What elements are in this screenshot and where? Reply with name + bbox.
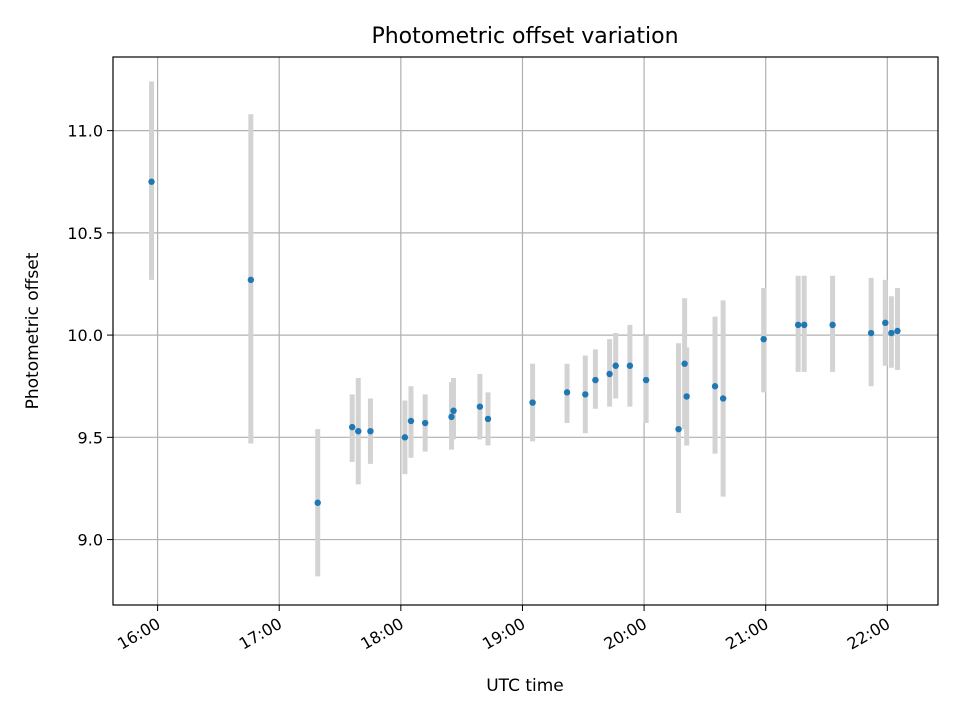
plot-frame [112,56,939,606]
x-tick-label: 20:00 [601,614,650,654]
data-point [582,391,589,398]
data-point [448,413,455,421]
data-point [355,427,362,435]
x-tick-label: 16:00 [114,614,163,654]
data-point [367,427,374,435]
data-point [148,178,155,185]
data-point [801,321,808,329]
data-point [794,321,802,329]
data-point [401,434,409,441]
y-axis-ticks: 9.0 9.5 10.0 10.5 11.0 [67,122,113,550]
data-point [829,321,836,329]
x-tick-label: 19:00 [479,614,528,654]
y-tick-label: 11.0 [67,122,103,141]
data-point [612,362,619,369]
data-point [484,415,492,423]
data-point [476,403,484,410]
data-point [882,319,889,327]
data-point [888,329,895,337]
data-point [675,425,682,433]
y-axis-label: Photometric offset [23,252,43,409]
data-point [450,407,457,414]
x-tick-label: 18:00 [357,614,406,654]
chart-title: Photometric offset variation [371,24,678,49]
y-tick-label: 9.0 [78,531,103,550]
data-points [148,178,901,506]
data-point [894,327,901,335]
y-tick-label: 10.5 [67,224,103,243]
data-point [683,393,690,400]
grid [113,57,938,605]
x-axis-ticks: 16:00 17:00 18:00 19:00 20:00 21:00 22:00 [114,605,893,654]
data-point [681,360,688,367]
data-point [642,376,650,384]
data-point [247,276,255,284]
data-point [314,499,321,506]
data-point [348,423,356,431]
data-point [719,395,727,402]
x-tick-label: 17:00 [236,614,285,654]
data-point [760,335,767,343]
data-point [421,419,429,427]
y-tick-label: 10.0 [67,326,103,345]
data-point [529,399,536,406]
x-axis-label: UTC time [486,676,564,696]
x-tick-label: 21:00 [722,614,771,654]
x-tick-label: 22:00 [844,614,893,654]
data-point [867,329,875,337]
error-bars [149,81,900,577]
data-point [407,417,415,425]
data-point [592,376,599,384]
y-tick-label: 9.5 [78,428,103,447]
data-point [626,362,634,369]
data-point [711,383,719,390]
data-point [563,389,571,396]
data-point [606,370,613,378]
